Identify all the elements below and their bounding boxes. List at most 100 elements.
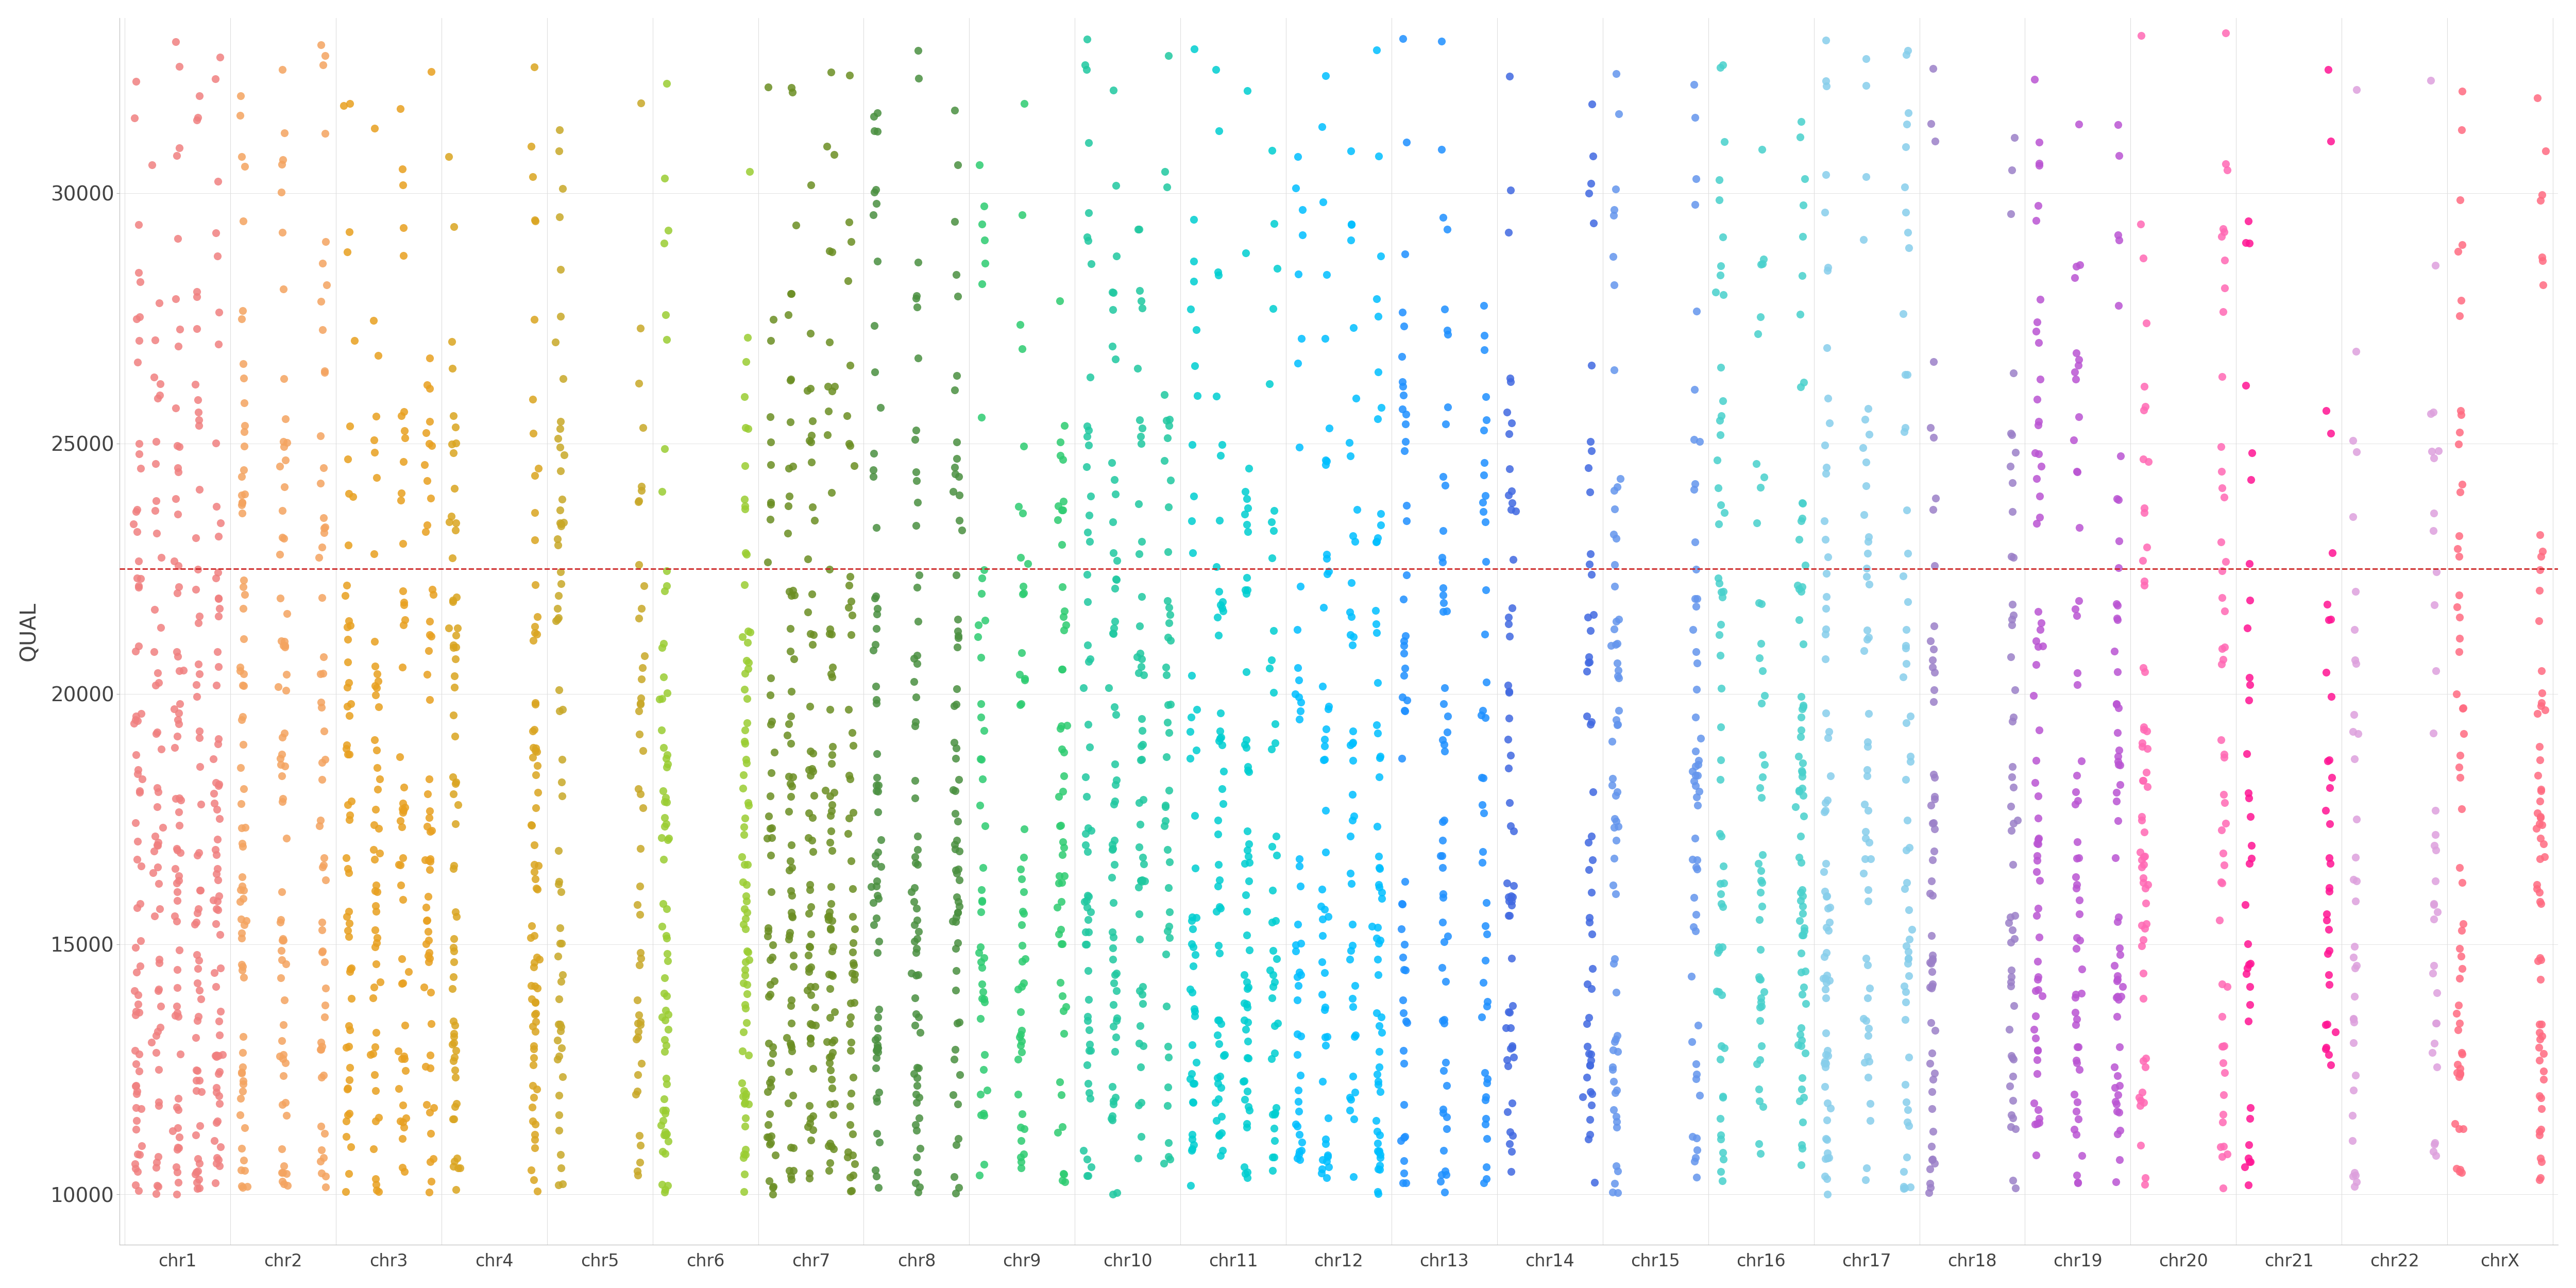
Point	[518, 880, 559, 900]
Point	[1886, 840, 1927, 860]
Point	[118, 307, 160, 327]
Point	[541, 259, 582, 279]
Point	[1280, 576, 1321, 596]
Point	[788, 802, 829, 823]
Point	[1172, 1092, 1213, 1113]
Point	[768, 725, 809, 746]
Point	[896, 420, 938, 440]
Point	[407, 909, 448, 930]
Point	[389, 961, 430, 981]
Point	[2416, 562, 2458, 582]
Point	[935, 887, 976, 908]
Point	[1492, 890, 1533, 911]
Point	[855, 1166, 896, 1186]
Point	[793, 841, 835, 862]
Point	[180, 988, 222, 1009]
Point	[1118, 904, 1159, 925]
Point	[894, 788, 935, 809]
Point	[2017, 829, 2058, 850]
Point	[116, 831, 157, 851]
Point	[724, 496, 765, 516]
Point	[1041, 872, 1082, 893]
Point	[536, 528, 577, 549]
Point	[1095, 705, 1136, 725]
Point	[538, 1084, 580, 1105]
Point	[1005, 818, 1046, 838]
Point	[1383, 1054, 1425, 1074]
Point	[116, 568, 157, 589]
Point	[137, 1021, 178, 1042]
Point	[788, 1168, 829, 1189]
Point	[768, 925, 809, 945]
Point	[1200, 778, 1242, 799]
Point	[786, 380, 827, 401]
Point	[935, 564, 976, 585]
Point	[538, 1105, 580, 1126]
Point	[118, 330, 160, 350]
Point	[2416, 1145, 2458, 1166]
Point	[160, 57, 201, 77]
Point	[647, 757, 688, 778]
Point	[2439, 585, 2481, 605]
Point	[811, 911, 853, 931]
Point	[355, 927, 397, 948]
Point	[1309, 907, 1350, 927]
Point	[1991, 756, 2032, 777]
Point	[263, 631, 304, 652]
Point	[773, 944, 814, 965]
Point	[1911, 976, 1953, 997]
Point	[1355, 927, 1396, 948]
Point	[353, 117, 394, 138]
Point	[1301, 676, 1342, 697]
Point	[935, 738, 976, 759]
Point	[726, 650, 768, 671]
Point	[1360, 1155, 1401, 1176]
Point	[139, 996, 180, 1016]
Point	[1674, 741, 1716, 761]
Point	[1198, 625, 1239, 645]
Point	[811, 753, 853, 774]
Point	[858, 1038, 899, 1059]
Point	[2017, 970, 2058, 990]
Point	[899, 921, 940, 942]
Point	[178, 85, 219, 106]
Point	[827, 270, 868, 291]
Point	[1888, 542, 1929, 563]
Point	[1569, 457, 1610, 478]
Point	[433, 705, 474, 725]
Point	[853, 443, 894, 464]
Point	[1700, 717, 1741, 738]
Point	[263, 527, 304, 547]
Point	[1739, 882, 1780, 903]
Point	[1252, 1048, 1293, 1069]
Point	[1226, 997, 1267, 1018]
Point	[1571, 850, 1613, 871]
Point	[330, 988, 371, 1009]
Point	[1386, 510, 1427, 531]
Point	[1092, 623, 1133, 644]
Point	[1461, 851, 1502, 872]
Point	[644, 1144, 685, 1164]
Point	[2311, 542, 2352, 563]
Point	[1066, 426, 1108, 447]
Point	[260, 753, 301, 774]
Point	[1703, 581, 1744, 601]
Point	[788, 1163, 829, 1184]
Point	[325, 1112, 366, 1132]
Point	[222, 1159, 263, 1180]
Point	[2056, 599, 2097, 620]
Point	[1463, 841, 1504, 862]
Point	[222, 147, 263, 167]
Point	[1198, 1033, 1239, 1054]
Point	[1381, 1131, 1422, 1151]
Point	[1806, 988, 1847, 1009]
Point	[1200, 703, 1242, 724]
Point	[1255, 911, 1296, 931]
Point	[513, 422, 554, 443]
Point	[2226, 894, 2267, 914]
Point	[1038, 496, 1079, 516]
Point	[1739, 648, 1780, 668]
Point	[1700, 769, 1741, 790]
Point	[1123, 665, 1164, 685]
Point	[1461, 705, 1502, 725]
